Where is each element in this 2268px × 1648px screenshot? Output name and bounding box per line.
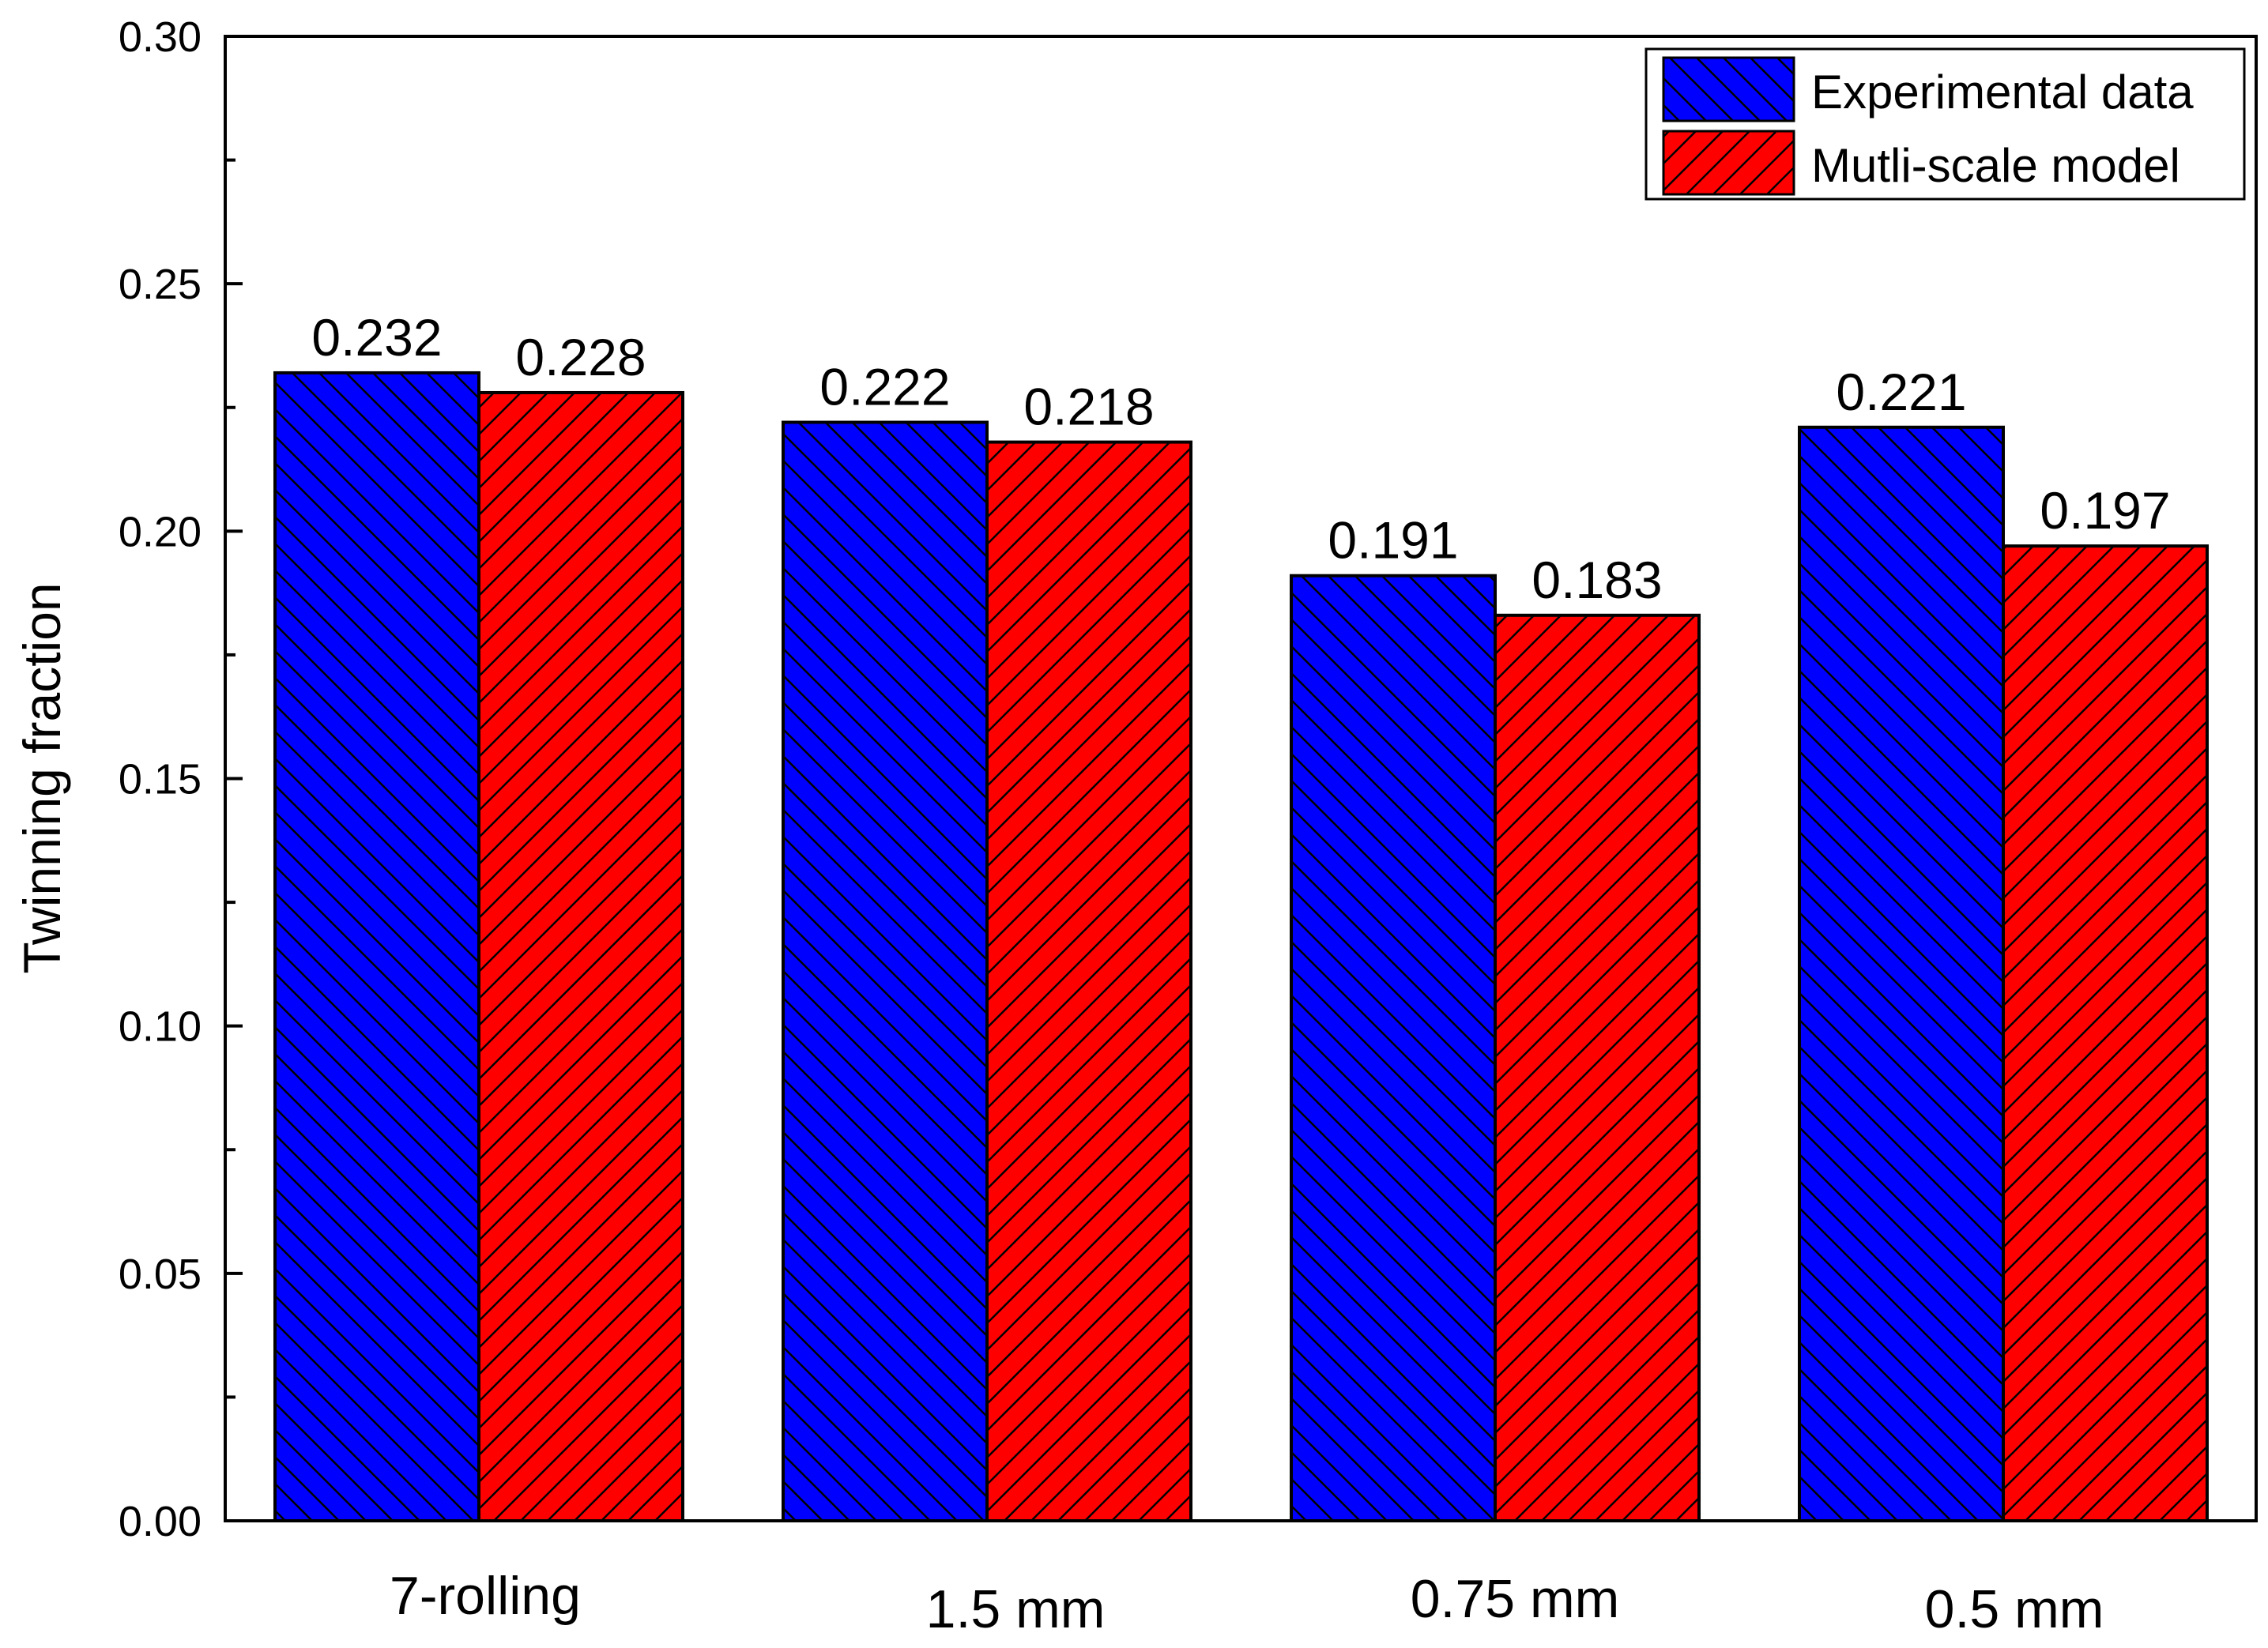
bar-hatch-experimental-1 bbox=[782, 420, 989, 1522]
y-tick-label: 0.20 bbox=[119, 508, 202, 555]
bar-hatch-experimental-2 bbox=[1290, 574, 1497, 1522]
y-tick-label: 0.25 bbox=[119, 261, 202, 308]
y-tick-label: 0.00 bbox=[119, 1498, 202, 1545]
bar-hatch-model-0 bbox=[477, 390, 684, 1523]
bar-hatch-model-2 bbox=[1494, 613, 1701, 1522]
x-category-label: 0.5 mm bbox=[1925, 1579, 2104, 1639]
legend-swatch-experimental-hatch bbox=[1662, 56, 1795, 122]
legend-item-model: Mutli-scale model bbox=[1662, 130, 2180, 196]
legend-item-experimental: Experimental data bbox=[1662, 56, 2194, 122]
axes-group: 0.00 0.05 0.10 0.15 0.20 0.25 0.30 7-rolling 1.5… bbox=[119, 13, 2258, 1639]
y-tick-label: 0.30 bbox=[119, 13, 202, 61]
y-tick-label: 0.15 bbox=[119, 756, 202, 803]
x-category-label: 1.5 mm bbox=[926, 1579, 1106, 1639]
value-label: 0.222 bbox=[819, 358, 950, 416]
bar-hatch-model-1 bbox=[985, 440, 1192, 1522]
bar-hatch-experimental-0 bbox=[273, 371, 480, 1523]
bar-hatch-model-3 bbox=[2002, 544, 2209, 1523]
legend-swatch-model-hatch bbox=[1662, 130, 1795, 196]
value-label: 0.218 bbox=[1023, 378, 1154, 436]
y-tick-label: 0.05 bbox=[119, 1251, 202, 1298]
legend-label-model: Mutli-scale model bbox=[1811, 139, 2180, 192]
value-label: 0.183 bbox=[1531, 551, 1662, 609]
value-label: 0.232 bbox=[311, 308, 442, 367]
value-label: 0.221 bbox=[1836, 363, 1966, 421]
bars-group bbox=[273, 371, 2209, 1523]
y-tick-label: 0.10 bbox=[119, 1003, 202, 1051]
x-category-label: 0.75 mm bbox=[1411, 1569, 1620, 1629]
legend-label-experimental: Experimental data bbox=[1811, 66, 2194, 119]
value-labels-group: 0.232 0.228 0.222 0.218 0.191 0.183 0.221 0.197 bbox=[311, 308, 2170, 609]
value-label: 0.228 bbox=[515, 328, 646, 386]
legend: Experimental data Mutli-scale model bbox=[1644, 47, 2246, 201]
y-axis-title: Twinning fraction bbox=[13, 582, 71, 973]
value-label: 0.197 bbox=[2040, 481, 2170, 540]
bar-hatch-experimental-3 bbox=[1798, 425, 2005, 1522]
x-category-label: 7-rolling bbox=[390, 1566, 581, 1626]
value-label: 0.191 bbox=[1328, 511, 1458, 570]
